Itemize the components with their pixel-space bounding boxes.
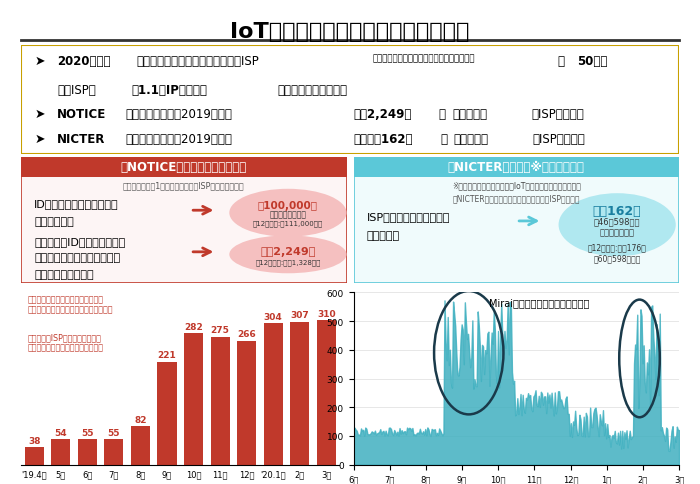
Text: 307: 307 (290, 311, 309, 320)
Text: 約100,000件: 約100,000件 (258, 201, 318, 211)
Ellipse shape (230, 189, 346, 237)
Text: 38: 38 (28, 436, 41, 445)
Text: 2020年３月: 2020年３月 (57, 55, 111, 68)
Text: 対象を検知: 対象を検知 (454, 133, 489, 146)
Text: Mirai亜種の活動が一時的に活発化: Mirai亜種の活動が一時的に活発化 (489, 298, 589, 308)
Text: の: の (439, 108, 446, 121)
Text: は: は (557, 55, 564, 68)
Text: 310: 310 (317, 309, 335, 318)
Text: IoT機器調査及び利用者への注意喚起: IoT機器調査及び利用者への注意喚起 (230, 22, 470, 42)
Text: 【NOTICE注意喚起の取組結果】: 【NOTICE注意喚起の取組結果】 (120, 161, 247, 174)
Text: 55: 55 (108, 428, 120, 437)
Text: なったもの: なったもの (367, 230, 400, 240)
Text: ID・パスワードが入力可能: ID・パスワードが入力可能 (34, 199, 118, 209)
Bar (211, 337, 230, 465)
Bar (51, 439, 71, 465)
Text: の: の (440, 133, 447, 146)
Text: までに参加手続きが完了しているISP: までに参加手続きが完了しているISP (136, 55, 259, 68)
Text: ISPに対する通知の対象と: ISPに対する通知の対象と (367, 212, 450, 221)
Bar (131, 426, 150, 465)
Text: （60～598件）】: （60～598件）】 (594, 254, 641, 263)
Text: 対象を検知: 対象を検知 (452, 108, 487, 121)
Text: （１日当たり）: （１日当たり） (600, 227, 635, 237)
Bar (25, 447, 44, 465)
FancyBboxPatch shape (354, 157, 679, 283)
Text: （NICTERにより検知した情報を日ごとにISPに通知）: （NICTERにより検知した情報を日ごとにISPに通知） (452, 194, 580, 203)
Text: ➤: ➤ (34, 55, 45, 68)
Text: 275: 275 (211, 326, 230, 334)
Text: による注意喚起は2019年度に: による注意喚起は2019年度に (125, 108, 232, 121)
Bar (264, 323, 283, 465)
Text: 延べ2,249件: 延べ2,249件 (354, 108, 412, 121)
Text: 【NICTER注意喚起※の取組結果】: 【NICTER注意喚起※の取組結果】 (448, 161, 584, 174)
Text: の対象となったもの: の対象となったもの (34, 269, 94, 279)
Bar (316, 321, 336, 465)
Bar (78, 439, 97, 465)
Text: 延べ2,249件: 延べ2,249件 (260, 246, 316, 256)
FancyArrowPatch shape (519, 218, 536, 226)
FancyBboxPatch shape (21, 157, 346, 178)
Text: 282: 282 (184, 322, 203, 332)
FancyArrowPatch shape (193, 248, 211, 256)
FancyBboxPatch shape (21, 46, 679, 155)
Text: 当該ISPの: 当該ISPの (57, 84, 96, 97)
Text: しISPへ通知。: しISPへ通知。 (531, 108, 584, 121)
Bar (158, 362, 176, 465)
Text: 【12月時点:延べ1,328件】: 【12月時点:延べ1,328件】 (256, 259, 321, 266)
Text: 増加要因：調査プログラムの改修や
　　　　　　調査対象アドレスの拡大等: 増加要因：調査プログラムの改修や 調査対象アドレスの拡大等 (27, 295, 113, 314)
Text: 221: 221 (158, 351, 176, 360)
Bar (184, 333, 203, 465)
Text: １日平均162件: １日平均162件 (354, 133, 413, 146)
Text: （インターネット・サービス・プロバイダ）: （インターネット・サービス・プロバイダ） (373, 55, 475, 64)
Bar (290, 322, 309, 465)
Text: （直近での調査）: （直近での調査） (270, 210, 307, 219)
Bar (237, 341, 256, 465)
Text: 上記の内、ID・パスワードに: 上記の内、ID・パスワードに (34, 237, 125, 246)
Bar (104, 439, 123, 465)
Text: ※マルウェアに感染しているIoT機器の利用者への注意喚起: ※マルウェアに感染しているIoT機器の利用者への注意喚起 (452, 181, 581, 190)
Text: NICTER: NICTER (57, 133, 106, 146)
Ellipse shape (230, 236, 346, 274)
Text: （46～598件）: （46～598件） (594, 217, 641, 226)
Text: であったもの: であったもの (34, 216, 74, 227)
Text: 266: 266 (237, 330, 256, 339)
FancyArrowPatch shape (193, 207, 211, 215)
Text: しISPへ通知。: しISPへ通知。 (532, 133, 585, 146)
Text: 減少要因：ISPによる注意喚起に
　　　　　　より利用者が対策実施: 減少要因：ISPによる注意喚起に より利用者が対策実施 (27, 333, 104, 352)
Text: 304: 304 (264, 312, 283, 321)
Text: ➤: ➤ (34, 133, 45, 146)
Text: 55: 55 (81, 428, 94, 437)
Text: ➤: ➤ (34, 108, 45, 121)
Text: 平均162件: 平均162件 (593, 204, 641, 217)
Text: 【12月時点:約111,000件】: 【12月時点:約111,000件】 (253, 220, 323, 227)
Text: 50社。: 50社。 (577, 55, 608, 68)
Text: NOTICE: NOTICE (57, 108, 106, 121)
Text: （おおむね月に1回の調査を実施しISPに結果を通知）: （おおむね月に1回の調査を実施しISPに結果を通知） (123, 181, 244, 190)
Text: に対して調査を実施。: に対して調査を実施。 (278, 84, 348, 97)
FancyBboxPatch shape (354, 157, 679, 178)
Ellipse shape (559, 194, 676, 257)
Text: 82: 82 (134, 415, 147, 424)
FancyBboxPatch shape (21, 157, 346, 283)
Text: による注意喚起は2019年度に: による注意喚起は2019年度に (125, 133, 232, 146)
Text: よりログインでき、注意喚起: よりログインでき、注意喚起 (34, 253, 120, 263)
Text: 54: 54 (55, 428, 67, 437)
Text: 約1.1億IPアドレス: 約1.1億IPアドレス (132, 84, 207, 97)
Text: 【12月時点:平均176件: 【12月時点:平均176件 (588, 243, 647, 252)
